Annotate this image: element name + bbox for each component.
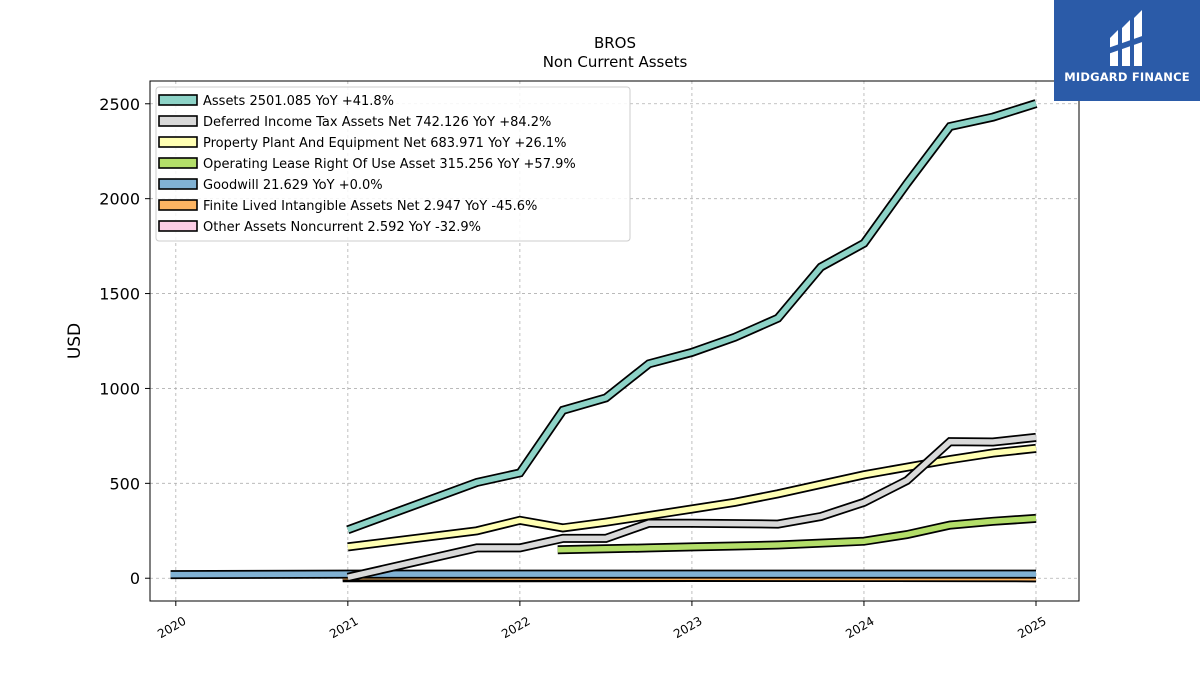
legend-label-4: Goodwill 21.629 YoY +0.0% (203, 178, 383, 193)
x-tick-label-1: 2021 (327, 614, 360, 641)
x-tick-label-5: 2025 (1015, 614, 1048, 641)
legend-swatch-4 (158, 178, 198, 190)
x-tick-label-3: 2023 (671, 614, 704, 641)
legend-label-3: Operating Lease Right Of Use Asset 315.2… (203, 157, 576, 172)
brand-logo: MIDGARD FINANCE (1054, 0, 1200, 101)
legend-label-2: Property Plant And Equipment Net 683.971… (203, 136, 567, 151)
legend-swatch-0 (158, 94, 198, 106)
y-tick-label-4: 2000 (99, 190, 140, 209)
x-tick-label-0: 2020 (155, 614, 188, 641)
x-tick-label-2: 2022 (499, 614, 532, 641)
y-tick-label-5: 2500 (99, 95, 140, 114)
legend-label-6: Other Assets Noncurrent 2.592 YoY -32.9% (203, 220, 481, 235)
x-tick-label-4: 2024 (843, 614, 876, 641)
series-line-2 (347, 445, 1037, 550)
series-line-3 (557, 515, 1037, 553)
logo-mark-icon (1108, 10, 1148, 66)
legend-label-0: Assets 2501.085 YoY +41.8% (203, 94, 394, 109)
legend-swatch-6 (158, 220, 198, 232)
legend-swatch-1 (158, 115, 198, 127)
y-tick-label-3: 1500 (99, 285, 140, 304)
legend: Assets 2501.085 YoY +41.8% Deferred Incom… (155, 86, 631, 242)
y-tick-label-0: 0 (130, 569, 140, 588)
logo-text: MIDGARD FINANCE (1064, 70, 1190, 84)
y-tick-label-2: 1000 (99, 379, 140, 398)
series-line-1 (347, 434, 1037, 580)
legend-swatch-5 (158, 199, 198, 211)
chart-subtitle: Non Current Assets (543, 53, 688, 71)
legend-swatch-2 (158, 136, 198, 148)
legend-swatch-3 (158, 157, 198, 169)
y-tick-label-1: 500 (109, 474, 140, 493)
plot-frame (149, 80, 1080, 602)
legend-frame (155, 86, 631, 242)
legend-label-1: Deferred Income Tax Assets Net 742.126 Y… (203, 115, 551, 130)
y-axis-label: USD (65, 323, 85, 359)
series-line-4 (170, 571, 1036, 578)
chart-title: BROS (594, 34, 636, 52)
legend-label-5: Finite Lived Intangible Assets Net 2.947… (203, 199, 537, 214)
series-lines (170, 99, 1038, 583)
series-line-0 (346, 100, 1037, 533)
